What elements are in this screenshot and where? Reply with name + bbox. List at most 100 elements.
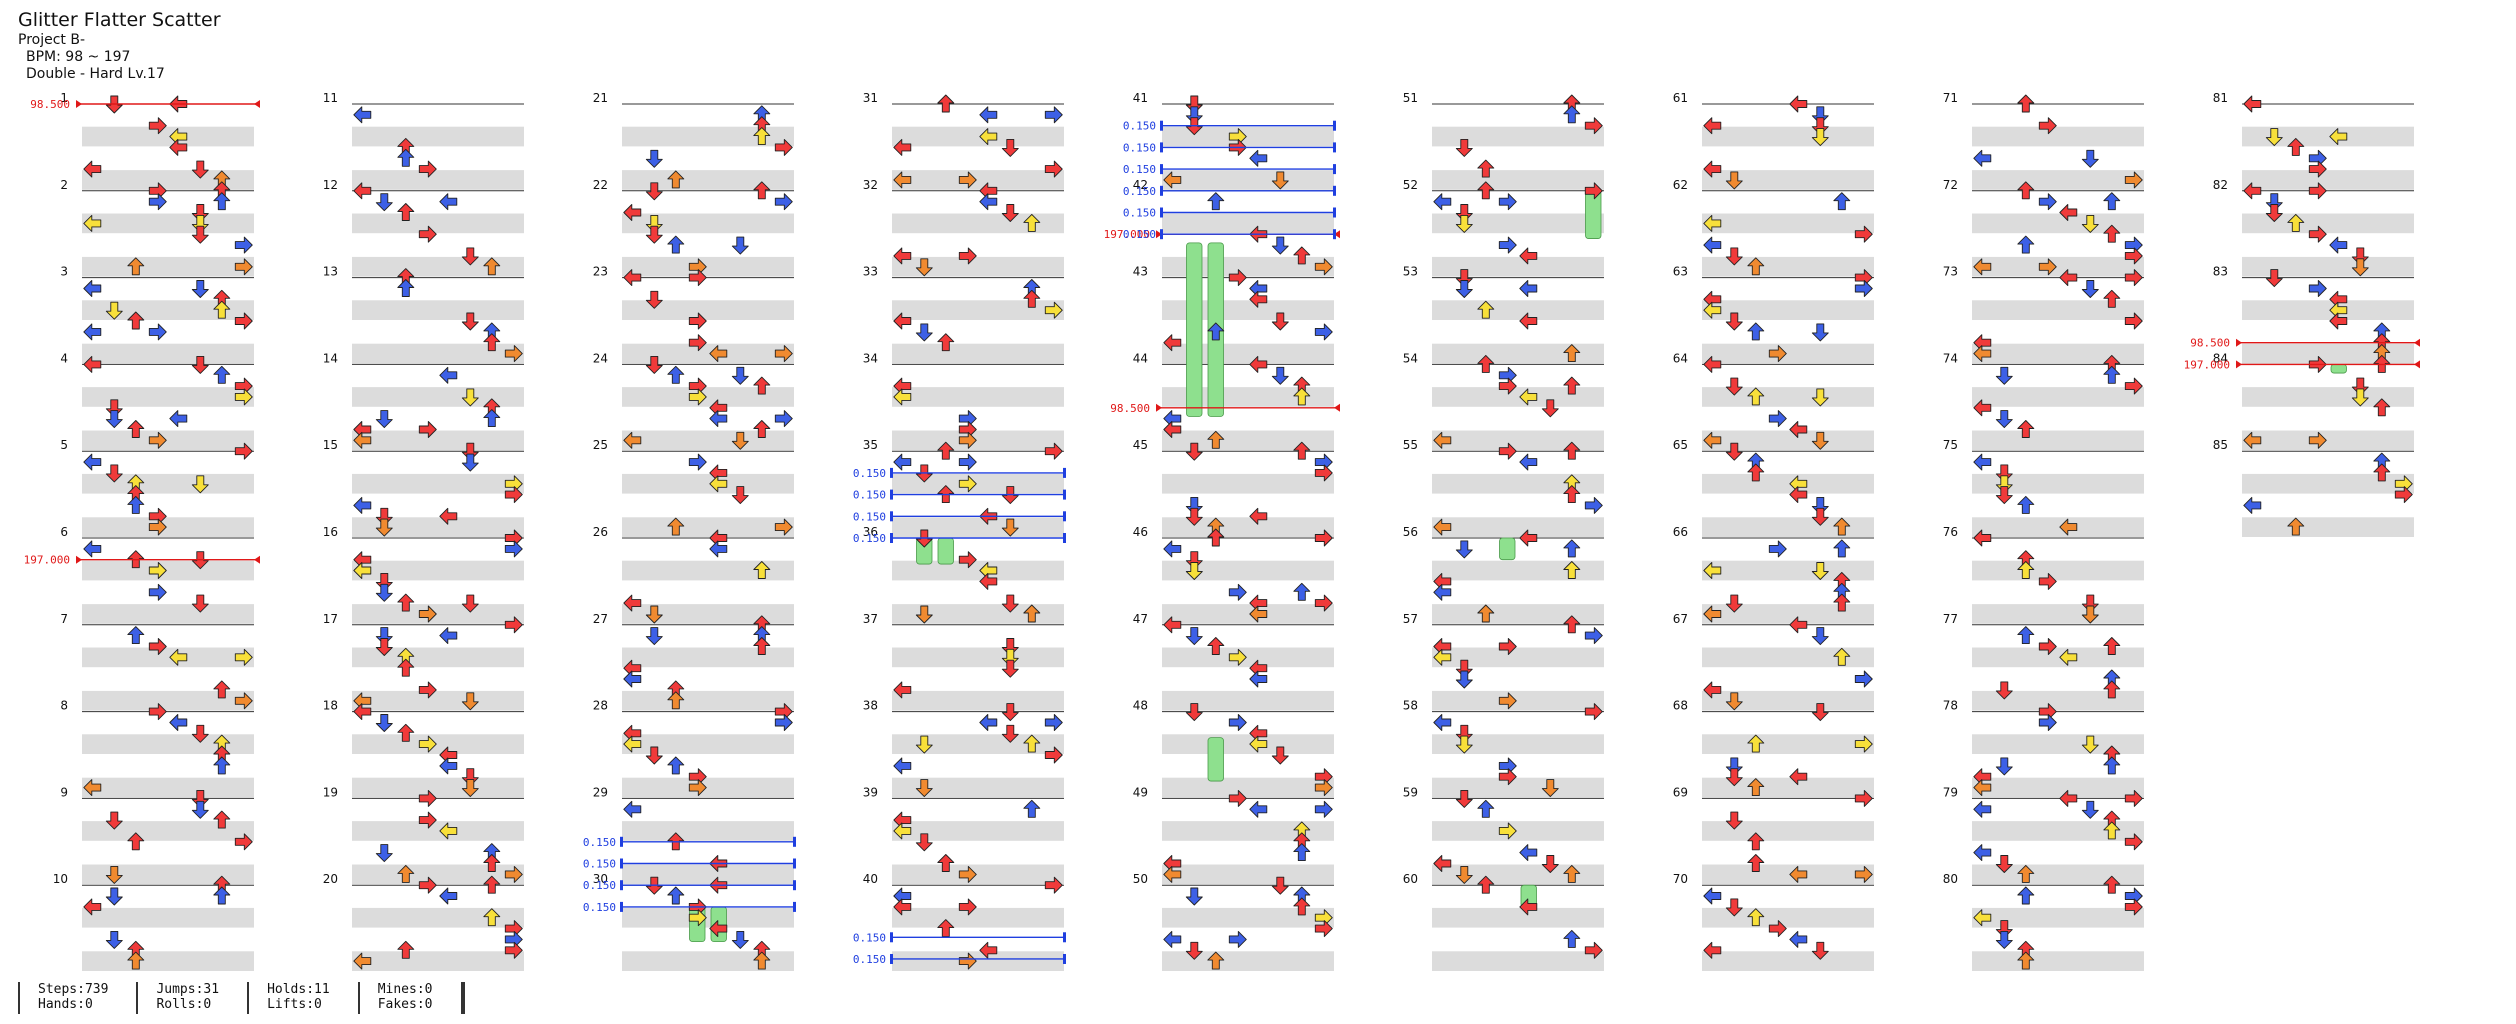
beat-band: [622, 343, 794, 364]
measure-number: 55: [1403, 438, 1418, 452]
note-arrow: [731, 236, 749, 255]
measure-number: 8: [60, 699, 68, 713]
note-arrow: [1995, 930, 2013, 949]
beat-band: [82, 170, 254, 190]
stat-divider-end: [460, 982, 465, 1014]
note-arrow: [1973, 149, 1992, 167]
stop-marker-cap: [1160, 120, 1163, 131]
beat-band: [352, 864, 524, 885]
note-arrow: [1163, 410, 1182, 428]
note-arrow: [2308, 149, 2327, 167]
note-arrow: [2103, 192, 2121, 211]
measure-number: 16: [323, 525, 338, 539]
note-arrow: [105, 930, 123, 949]
stat-rolls: Rolls:0: [156, 997, 212, 1012]
bpm-marker-tip: [2236, 360, 2242, 369]
stop-marker-label: 0.150: [1123, 228, 1156, 241]
measure-number: 36: [863, 525, 878, 539]
beat-band: [1972, 343, 2144, 364]
note-arrow: [148, 583, 167, 601]
beat-band: [1702, 951, 1874, 971]
note-arrow: [1854, 280, 1873, 297]
measure-number: 13: [323, 265, 338, 279]
beat-band: [1972, 690, 2144, 711]
beat-band: [1162, 387, 1334, 407]
stop-marker-cap: [1333, 164, 1336, 175]
measure-number: 49: [1133, 785, 1148, 799]
stat-mines: Mines:0: [377, 982, 433, 997]
measure-number: 45: [1133, 438, 1148, 452]
beat-band: [1432, 690, 1604, 711]
beat-band: [1702, 213, 1874, 234]
note-arrow: [1995, 366, 2013, 385]
note-arrow: [1044, 106, 1063, 124]
measure-number: 35: [863, 438, 878, 452]
measure-number: 61: [1673, 91, 1688, 105]
beat-band: [352, 821, 524, 841]
note-arrow: [667, 886, 685, 905]
note-arrow: [1455, 280, 1473, 298]
stop-marker-cap: [793, 858, 796, 869]
note-arrow: [1498, 236, 1517, 254]
note-arrow: [375, 410, 393, 429]
note-arrow: [439, 887, 458, 905]
beat-band: [352, 647, 524, 668]
measure-number: 5: [60, 438, 68, 452]
beat-band: [622, 300, 794, 320]
note-arrow: [1433, 193, 1452, 211]
beat-band: [1972, 387, 2144, 407]
measure-number: 52: [1403, 178, 1418, 192]
beat-band: [1972, 300, 2144, 320]
note-arrow: [127, 626, 145, 645]
beat-band: [2242, 343, 2414, 364]
stop-marker-label: 0.150: [1123, 141, 1156, 154]
beat-band: [622, 126, 794, 147]
note-arrow: [483, 409, 501, 428]
stat-group-mines: Mines:0 Fakes:0: [357, 982, 461, 1014]
stop-marker-cap: [1063, 953, 1066, 964]
stop-marker-label: 0.150: [1123, 163, 1156, 176]
beat-band: [1162, 126, 1334, 147]
measure-number: 74: [1943, 351, 1958, 365]
measure-number: 9: [60, 785, 68, 799]
beat-band: [352, 126, 524, 147]
measure-number: 33: [863, 265, 878, 279]
beat-band: [1702, 256, 1874, 277]
stop-marker-cap: [620, 836, 623, 847]
stats-footer: Steps:739 Hands:0 Jumps:31 Rolls:0 Holds…: [18, 982, 465, 1014]
note-arrow: [83, 540, 102, 558]
note-arrow: [1314, 800, 1333, 818]
beat-band: [82, 256, 254, 277]
beat-band: [352, 560, 524, 581]
note-arrow: [1995, 757, 2013, 776]
beat-band: [1972, 864, 2144, 885]
stop-marker-cap: [1160, 142, 1163, 153]
note-arrow: [2017, 495, 2035, 514]
beat-band: [1162, 690, 1334, 711]
beat-band: [1432, 256, 1604, 277]
note-arrow: [1973, 800, 1992, 818]
beat-band: [1432, 864, 1604, 885]
beat-band: [892, 821, 1064, 841]
measure-number: 63: [1673, 265, 1688, 279]
beat-band: [352, 473, 524, 494]
note-arrow: [1207, 192, 1225, 211]
beat-band: [1702, 690, 1874, 711]
beat-band: [82, 690, 254, 711]
measure-number: 29: [593, 785, 608, 799]
difficulty-label: Double - Hard Lv.17: [26, 66, 165, 82]
beat-band: [1432, 343, 1604, 364]
beat-band: [1162, 560, 1334, 581]
note-arrow: [979, 106, 998, 124]
note-arrow: [1228, 930, 1247, 948]
beat-band: [1702, 170, 1874, 190]
note-arrow: [1271, 366, 1289, 385]
stop-marker-cap: [1063, 533, 1066, 543]
beat-band: [1162, 343, 1334, 364]
bpm-marker-tip: [1156, 403, 1162, 412]
measure-number: 68: [1673, 699, 1688, 713]
beat-band: [1702, 647, 1874, 668]
hold-body: [1585, 190, 1602, 239]
beat-band: [892, 126, 1064, 147]
measure-number: 28: [593, 699, 608, 713]
